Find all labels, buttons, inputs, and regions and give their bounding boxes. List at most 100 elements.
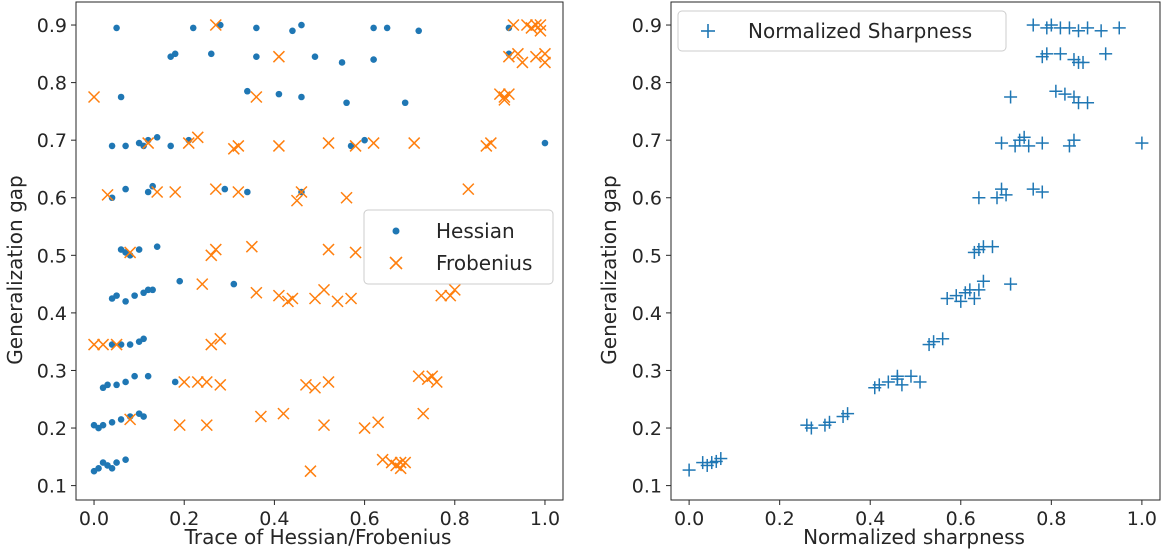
left-frobenius-point bbox=[534, 24, 547, 37]
right-x-tick-label: 0.2 bbox=[765, 508, 795, 530]
left-frobenius-point bbox=[529, 50, 542, 63]
right-normalized-sharpness-point bbox=[1076, 55, 1090, 69]
left-hessian-point bbox=[131, 372, 138, 380]
left-frobenius-point bbox=[322, 243, 335, 256]
left-hessian-point bbox=[153, 243, 161, 250]
left-frobenius-point bbox=[538, 56, 551, 69]
left-hessian-point bbox=[221, 185, 229, 193]
left-frobenius-point bbox=[538, 47, 551, 60]
left-hessian-point bbox=[144, 286, 152, 294]
right-normalized-sharpness-point bbox=[804, 421, 818, 435]
left-frobenius-point bbox=[254, 410, 267, 423]
right-normalized-sharpness-point bbox=[1026, 182, 1040, 196]
right-y-tick-label: 0.3 bbox=[632, 360, 662, 382]
right-x-tick-label: 0.8 bbox=[1036, 508, 1066, 530]
chart-right: 0.0 0.2 0.4 0.6 0.8 1.0 0.1 0.2 0.3 0.4 0.5 0.6 0.7 0… bbox=[597, 1, 1161, 549]
right-normalized-sharpness-point bbox=[913, 375, 927, 389]
left-hessian-point bbox=[113, 24, 120, 32]
left-x-tick-label: 0.4 bbox=[259, 508, 289, 530]
left-frobenius-point bbox=[412, 370, 425, 383]
left-frobenius-point bbox=[511, 47, 524, 60]
left-hessian-point bbox=[541, 139, 549, 147]
left-frobenius-point bbox=[205, 338, 218, 351]
right-normalized-sharpness-point bbox=[1053, 47, 1067, 61]
right-normalized-sharpness-point bbox=[1017, 130, 1031, 144]
left-hessian-point bbox=[298, 93, 305, 101]
right-normalized-sharpness-point bbox=[1072, 24, 1085, 38]
left-hessian-point bbox=[149, 286, 156, 294]
left-y-tick-label: 0.6 bbox=[37, 188, 67, 210]
left-hessian-point bbox=[230, 280, 238, 288]
right-y-tick-label: 0.7 bbox=[632, 130, 662, 152]
right-y-tick-label: 0.8 bbox=[632, 73, 662, 95]
left-hessian-point bbox=[415, 27, 423, 35]
left-hessian-point bbox=[401, 99, 409, 107]
left-hessian-point bbox=[122, 378, 129, 386]
left-frobenius-point bbox=[502, 88, 515, 101]
right-normalized-sharpness-point bbox=[990, 191, 1004, 205]
left-y-tick-label: 0.7 bbox=[37, 130, 67, 152]
right-normalized-sharpness-point bbox=[895, 378, 909, 392]
chart-left: 0.0 0.2 0.4 0.6 0.8 1.0 0.1 0.2 0.3 0.4 0.5 0.6 0.7 0… bbox=[3, 1, 564, 549]
left-y-tick-label: 0.1 bbox=[37, 476, 67, 498]
right-normalized-sharpness-point bbox=[1049, 84, 1063, 98]
left-frobenius-point bbox=[209, 18, 222, 32]
left-hessian-point bbox=[176, 277, 184, 285]
left-frobenius-point bbox=[214, 332, 227, 345]
left-frobenius-point bbox=[462, 183, 475, 196]
left-y-tick-label: 0.3 bbox=[37, 360, 67, 382]
right-normalized-sharpness-point bbox=[999, 188, 1013, 202]
right-normalized-sharpness-point bbox=[1072, 96, 1085, 110]
left-frobenius-point bbox=[534, 18, 547, 32]
left-y-tick-label: 0.9 bbox=[37, 15, 67, 37]
left-frobenius-point bbox=[290, 194, 303, 207]
left-hessian-point bbox=[207, 50, 215, 58]
left-frobenius-point bbox=[182, 137, 195, 150]
right-x-tick-label: 0.0 bbox=[674, 508, 704, 530]
right-legend-box bbox=[677, 10, 1007, 52]
left-frobenius-point bbox=[286, 292, 299, 305]
left-y-tick-label: 0.4 bbox=[37, 303, 67, 325]
left-frobenius-point bbox=[345, 292, 358, 305]
left-hessian-point bbox=[113, 292, 120, 299]
right-normalized-sharpness-point bbox=[1004, 90, 1018, 104]
left-hessian-point bbox=[298, 21, 305, 29]
left-x-tick-label: 0.8 bbox=[440, 508, 470, 530]
right-legend: Normalized Sharpness bbox=[677, 10, 1007, 52]
right-x-tick-label: 0.6 bbox=[946, 508, 976, 530]
left-frobenius-point bbox=[448, 283, 461, 296]
left-hessian-point bbox=[505, 24, 513, 32]
right-x-axis-label: Normalized sharpness bbox=[803, 525, 1025, 549]
left-hessian-point bbox=[253, 53, 260, 60]
left-frobenius-point bbox=[245, 240, 258, 253]
right-normalized-sharpness-point bbox=[1022, 139, 1036, 153]
right-normalized-sharpness-point bbox=[714, 452, 728, 466]
left-hessian-point bbox=[113, 459, 120, 466]
left-x-tick-label: 0.6 bbox=[349, 508, 379, 530]
left-hessian-point bbox=[108, 194, 116, 202]
right-normalized-sharpness-point bbox=[1062, 21, 1076, 35]
left-frobenius-point bbox=[191, 131, 204, 144]
left-frobenius-point bbox=[169, 185, 182, 199]
left-hessian-point bbox=[189, 24, 197, 32]
left-hessian-point bbox=[149, 182, 156, 190]
left-frobenius-point bbox=[417, 407, 430, 420]
left-frobenius-point bbox=[372, 416, 385, 429]
left-hessian-point bbox=[338, 59, 346, 66]
left-hessian-point bbox=[108, 142, 116, 150]
left-frobenius-point bbox=[376, 453, 389, 466]
left-frobenius-point bbox=[151, 185, 164, 199]
left-frobenius-point bbox=[142, 137, 155, 150]
right-normalized-sharpness-point bbox=[1035, 136, 1049, 150]
right-axes-frame bbox=[670, 1, 1161, 501]
right-normalized-sharpness-point bbox=[1035, 185, 1049, 199]
left-frobenius-point bbox=[308, 381, 322, 394]
left-hessian-point bbox=[216, 21, 224, 29]
left-x-tick-label: 1.0 bbox=[530, 508, 560, 530]
left-legend-frobenius-label: Frobenius bbox=[436, 251, 532, 275]
left-frobenius-point bbox=[88, 90, 101, 104]
left-hessian-point bbox=[108, 418, 116, 426]
left-frobenius-point bbox=[317, 419, 331, 432]
left-hessian-point bbox=[253, 24, 260, 32]
left-frobenius-point bbox=[232, 139, 245, 152]
